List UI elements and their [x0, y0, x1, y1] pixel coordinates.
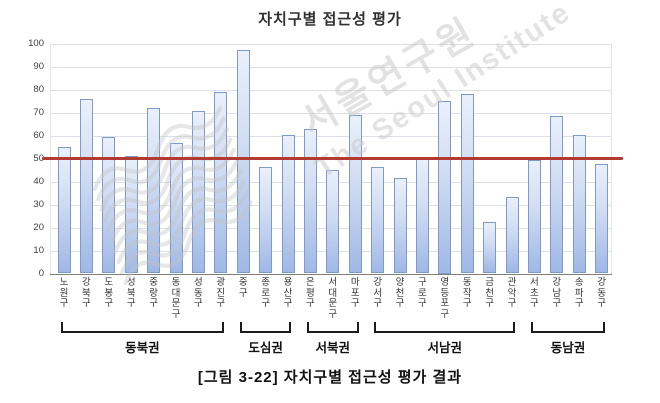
x-label-서초구: 서 초 구: [530, 277, 539, 309]
x-label-중구: 중 구: [238, 277, 248, 299]
x-label-송파구: 송 파 구: [574, 277, 584, 309]
bar-동작구: [460, 94, 474, 274]
bar-서대문구: [326, 170, 340, 274]
x-label-종로구: 종 로 구: [261, 277, 270, 309]
group-bracket-서남권: [374, 322, 516, 333]
group-bracket-서북권: [306, 322, 359, 333]
bar-중랑구: [147, 108, 161, 274]
bar-용산구: [281, 134, 295, 274]
x-label-양천구: 양 천 구: [395, 277, 405, 309]
bar-은평구: [303, 128, 317, 274]
x-label-중랑구: 중 랑 구: [149, 277, 158, 309]
y-tick-label-30: 30: [33, 198, 44, 210]
gridline-y-90: [50, 66, 612, 68]
gridline-y-80: [50, 89, 612, 91]
bar-강동구: [595, 164, 609, 274]
y-tick-label-70: 70: [33, 106, 44, 118]
x-label-동작구: 동 작 구: [462, 277, 472, 309]
group-label-서남권: 서남권: [427, 341, 463, 355]
y-tick-label-10: 10: [33, 244, 44, 256]
bar-금천구: [483, 221, 497, 274]
x-label-마포구: 마 포 구: [350, 277, 360, 309]
bar-중구: [236, 49, 250, 274]
bar-광진구: [214, 92, 228, 274]
x-label-강동구: 강 동 구: [597, 277, 606, 309]
group-bracket-도심권: [239, 322, 292, 333]
y-tick-label-100: 100: [28, 38, 44, 49]
group-bracket-동남권: [530, 322, 606, 333]
figure-caption: [그림 3-22] 자치구별 접근성 평가 결과: [197, 369, 463, 386]
x-label-성동구: 성 동 구: [194, 277, 203, 309]
x-label-강서구: 강 서 구: [373, 277, 382, 309]
bar-구로구: [415, 157, 429, 274]
x-label-용산구: 용 산 구: [283, 277, 293, 309]
x-label-도봉구: 도 봉 구: [104, 277, 114, 309]
group-label-도심권: 도심권: [248, 341, 283, 355]
gridline-y-100: [50, 44, 612, 45]
chart-title: 자치구별 접근성 평가: [258, 11, 402, 28]
x-label-노원구: 노 원 구: [59, 277, 69, 309]
x-label-강남구: 강 남 구: [552, 277, 562, 309]
x-label-서대문구: 서 대 문 구: [328, 277, 338, 320]
x-label-금천구: 금 천 구: [485, 277, 494, 309]
x-label-광진구: 광 진 구: [216, 277, 226, 309]
y-tick-label-50: 50: [33, 152, 44, 164]
x-label-관악구: 관 악 구: [507, 277, 517, 309]
gridline-y-70: [50, 112, 612, 114]
group-label-동남권: 동남권: [550, 341, 586, 355]
x-label-동대문구: 동 대 문 구: [171, 277, 181, 320]
bar-도봉구: [102, 136, 116, 274]
x-label-성북구: 성 북 구: [126, 277, 136, 309]
bar-영등포구: [438, 101, 452, 274]
y-tick-label-0: 0: [38, 267, 44, 279]
y-tick-label-20: 20: [33, 221, 44, 233]
y-tick-label-80: 80: [33, 83, 44, 95]
reference-line-50: [42, 157, 623, 161]
bar-종로구: [259, 166, 273, 274]
bar-송파구: [572, 134, 586, 274]
bar-양천구: [393, 178, 407, 274]
bar-강북구: [79, 99, 93, 274]
bar-성동구: [191, 110, 205, 274]
group-label-서북권: 서북권: [315, 341, 351, 355]
bar-관악구: [505, 196, 519, 274]
y-tick-label-90: 90: [33, 60, 44, 72]
bar-성북구: [124, 156, 138, 274]
x-label-은평구: 은 평 구: [306, 277, 315, 309]
bar-서초구: [527, 159, 541, 274]
watermark-korean-text: 서울연구원: [294, 11, 484, 145]
bar-노원구: [57, 147, 71, 274]
x-label-구로구: 구 로 구: [418, 277, 427, 309]
y-tick-label-60: 60: [33, 129, 44, 141]
x-label-강북구: 강 북 구: [82, 277, 91, 309]
bar-마포구: [348, 115, 362, 274]
group-bracket-동북권: [60, 322, 225, 333]
bar-강남구: [550, 116, 564, 274]
x-label-영등포구: 영 등 포 구: [440, 277, 450, 320]
group-label-동북권: 동북권: [125, 341, 160, 355]
bar-동대문구: [169, 142, 183, 274]
x-axis-line: [50, 273, 612, 275]
bar-강서구: [371, 166, 385, 274]
y-tick-label-40: 40: [33, 175, 44, 187]
gridline-y-60: [50, 135, 612, 137]
